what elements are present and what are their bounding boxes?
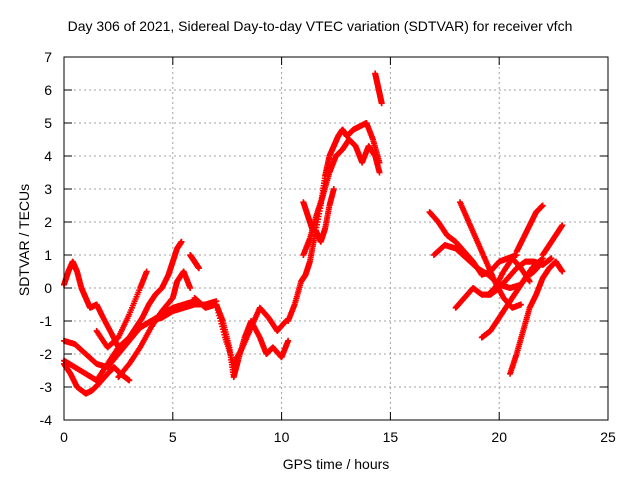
y-tick-label: 4: [44, 148, 52, 164]
data-point-marker: [539, 258, 546, 265]
grid: [64, 57, 608, 420]
series-22: [539, 222, 566, 258]
data-point-marker: [195, 265, 202, 272]
series-21: [513, 202, 546, 255]
data-point-marker: [285, 337, 292, 344]
x-tick-label: 5: [169, 429, 177, 445]
axis-ticks: -4 -3 -2 -1 0 1 2 3 4 5 6 7 0 5 10 15 20 25: [40, 49, 616, 445]
series-10: [213, 301, 289, 367]
y-tick-label: -1: [40, 313, 53, 329]
y-tick-label: 5: [44, 115, 52, 131]
data-point-marker: [187, 285, 194, 291]
y-tick-label: 2: [44, 214, 52, 230]
series-20: [507, 258, 566, 377]
y-tick-label: 7: [44, 49, 52, 65]
data-point-marker: [548, 255, 555, 262]
series-9: [191, 294, 292, 381]
data-point-marker: [378, 100, 385, 107]
series-2: [61, 298, 220, 384]
data-point-marker: [517, 301, 524, 308]
series-8: [187, 252, 202, 272]
y-tick-label: 0: [44, 280, 52, 296]
series-14: [372, 70, 385, 107]
series-5: [115, 268, 194, 381]
series-6: [126, 238, 185, 341]
x-tick-label: 25: [600, 429, 616, 445]
data-point-marker: [115, 344, 122, 351]
data-points: [61, 70, 566, 397]
series-12: [300, 136, 383, 258]
data-point-marker: [376, 169, 383, 176]
data-point-marker: [539, 202, 546, 209]
plot-frame: [63, 56, 609, 421]
series-3: [61, 360, 133, 397]
series-23: [485, 255, 533, 298]
data-point-marker: [559, 268, 566, 275]
y-tick-label: -3: [40, 379, 53, 395]
series-4: [61, 258, 122, 351]
y-tick-label: 1: [44, 247, 52, 263]
series-7: [93, 268, 150, 351]
x-tick-label: 20: [491, 429, 507, 445]
data-point-marker: [143, 268, 150, 275]
data-point-marker: [330, 186, 337, 192]
series-19: [478, 258, 546, 341]
data-point-marker: [126, 377, 133, 384]
x-tick-label: 15: [383, 429, 399, 445]
data-point-marker: [526, 278, 533, 285]
x-axis-label: GPS time / hours: [282, 456, 390, 472]
y-tick-label: -4: [40, 412, 53, 428]
x-tick-label: 10: [274, 429, 290, 445]
series-13: [300, 186, 337, 245]
data-point-marker: [559, 222, 566, 229]
chart-title: Day 306 of 2021, Sidereal Day-to-day VTE…: [67, 18, 573, 34]
y-tick-label: 3: [44, 181, 52, 197]
x-tick-label: 0: [60, 429, 68, 445]
data-point-marker: [178, 238, 185, 245]
y-tick-label: 6: [44, 82, 52, 98]
y-tick-label: -2: [40, 346, 53, 362]
